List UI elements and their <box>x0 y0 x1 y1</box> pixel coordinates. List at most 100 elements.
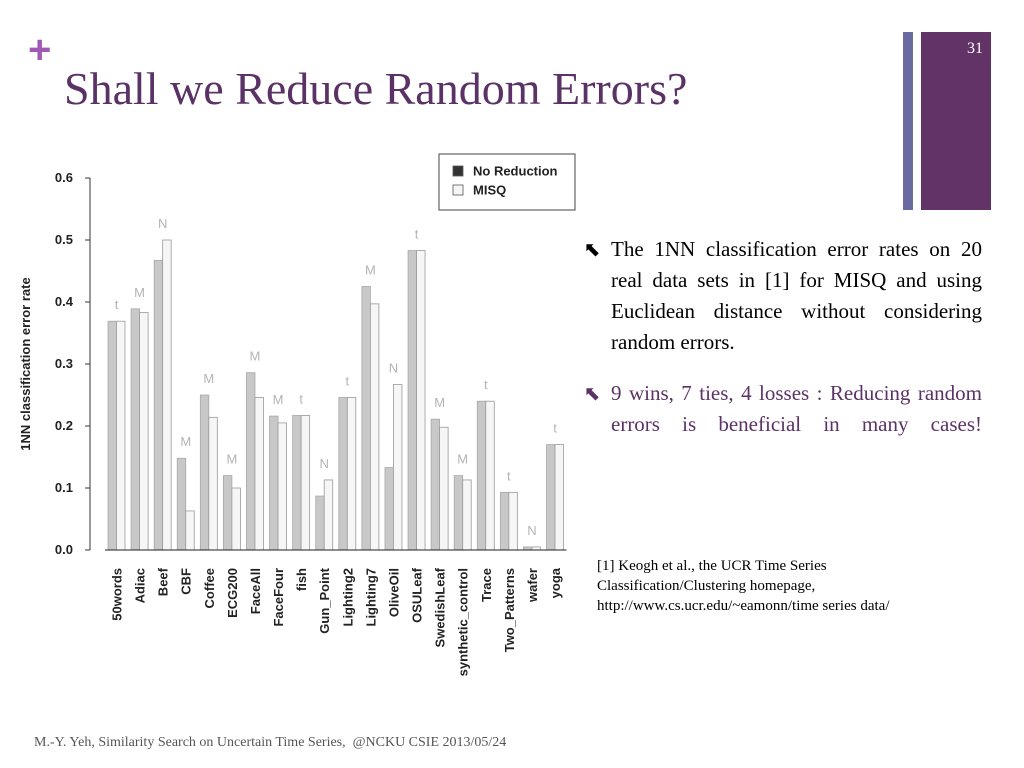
bar-misq <box>254 397 264 551</box>
x-tick-label: ECG200 <box>225 568 240 618</box>
decorative-stripe-thin <box>903 32 913 210</box>
x-tick-label: 50words <box>110 568 125 621</box>
bar-annotation: N <box>158 216 167 231</box>
bar-misq <box>185 510 195 551</box>
bar-misq <box>462 479 472 551</box>
bar-misq <box>162 239 172 551</box>
bar-no-reduction <box>361 286 371 551</box>
y-tick-label: 0.2 <box>55 418 73 433</box>
y-tick-label: 0.1 <box>55 480 73 495</box>
bar-no-reduction <box>453 475 464 551</box>
x-tick-label: yoga <box>548 567 563 598</box>
footer-text: M.-Y. Yeh, Similarity Search on Uncertai… <box>34 735 507 750</box>
bar-no-reduction <box>130 308 140 551</box>
bullet-list: ⬉ The 1NN classification error rates on … <box>580 234 982 460</box>
bar-no-reduction <box>499 491 510 551</box>
bar-annotation: t <box>299 391 303 406</box>
bar-no-reduction <box>430 418 441 551</box>
x-tick-label: OSULeaf <box>410 567 425 623</box>
x-tick-label: Trace <box>479 568 494 602</box>
x-tick-label: FaceFour <box>271 568 286 627</box>
page-number: 31 <box>967 40 983 57</box>
x-tick-label: synthetic_control <box>456 568 471 676</box>
diagonal-arrow-icon: ⬉ <box>583 381 601 405</box>
bar-misq <box>277 422 287 551</box>
bar-misq <box>554 444 564 551</box>
bar-no-reduction <box>476 400 487 551</box>
bar-misq <box>231 487 241 551</box>
bar-no-reduction <box>546 444 556 551</box>
y-tick-label: 0.0 <box>55 542 73 557</box>
y-tick-label: 0.4 <box>55 294 74 309</box>
bar-annotation: N <box>320 456 329 471</box>
bar-no-reduction <box>246 372 256 551</box>
x-tick-label: Coffee <box>202 568 217 608</box>
bar-annotation: N <box>527 523 536 538</box>
bar-misq <box>208 416 218 551</box>
x-tick-label: CBF <box>179 568 194 595</box>
bullet-item-2: ⬉ 9 wins, 7 ties, 4 losses : Reducing ra… <box>580 378 982 440</box>
bullet-item-1: ⬉ The 1NN classification error rates on … <box>580 234 982 358</box>
bar-annotation: M <box>250 349 261 364</box>
bar-no-reduction <box>338 397 348 551</box>
bar-annotation: M <box>134 285 145 300</box>
bar-no-reduction <box>269 415 279 551</box>
bar-annotation: M <box>180 434 191 449</box>
x-tick-label: FaceAll <box>248 568 263 614</box>
bar-misq <box>323 479 334 551</box>
bar-misq <box>485 400 495 551</box>
bar-no-reduction <box>153 260 164 551</box>
plus-icon: + <box>28 28 52 72</box>
bar-misq <box>369 303 380 551</box>
reference-link: http://www.cs.ucr.edu/~eamonn/time serie… <box>597 598 890 614</box>
bar-annotation: t <box>507 468 511 483</box>
bar-chart: 0.0 0.1 0.2 0.3 0.4 0.5 0.6 1NN classification … <box>18 153 576 676</box>
bar-misq <box>416 250 426 551</box>
bar-annotation: N <box>389 360 398 375</box>
x-tick-label: Beef <box>156 567 171 596</box>
x-tick-label: SwedishLeaf <box>433 567 448 647</box>
bar-annotation: M <box>226 452 237 467</box>
reference-note: [1] Keogh et al., the UCR Time Series Cl… <box>597 556 1017 616</box>
x-tick-label: fish <box>294 568 309 591</box>
x-tick-label: Lighting2 <box>340 568 355 627</box>
bar-no-reduction <box>292 415 302 551</box>
y-tick-label: 0.3 <box>55 356 73 371</box>
diagonal-arrow-icon: ⬉ <box>583 237 601 261</box>
bar-annotation: t <box>415 227 419 242</box>
bar-no-reduction <box>176 457 187 551</box>
x-tick-label: Adiac <box>133 568 148 603</box>
legend-box <box>438 153 576 211</box>
bar-misq <box>116 320 126 551</box>
bar-no-reduction <box>315 495 325 551</box>
slide-title: Shall we Reduce Random Errors? <box>64 63 688 114</box>
y-tick-label: 0.6 <box>55 170 73 185</box>
bar-annotation: M <box>273 392 284 407</box>
bar-misq <box>300 415 311 551</box>
bar-misq <box>508 491 518 551</box>
bar-no-reduction <box>199 394 210 551</box>
bar-annotation: t <box>115 297 119 312</box>
bar-no-reduction <box>107 320 117 551</box>
bar-annotation: M <box>434 395 445 410</box>
bar-annotation: M <box>457 452 468 467</box>
y-tick-label: 0.5 <box>55 232 73 247</box>
bar-misq <box>439 426 449 551</box>
bar-misq <box>139 312 149 551</box>
reference-line-1: [1] Keogh et al., the UCR Time Series <box>597 558 827 574</box>
bar-misq <box>346 397 357 551</box>
bar-no-reduction <box>407 250 417 551</box>
x-tick-label: Gun_Point <box>317 567 332 633</box>
reference-line-2: Classification/Clustering homepage, <box>597 578 816 594</box>
x-tick-label: Two_Patterns <box>502 568 517 652</box>
x-tick-label: Lighting7 <box>363 568 378 627</box>
bar-annotation: M <box>203 371 214 386</box>
legend-swatch <box>452 165 464 177</box>
x-tick-label: wafer <box>525 568 540 603</box>
bar-annotation: t <box>484 377 488 392</box>
legend-swatch <box>452 184 464 196</box>
x-tick-label: OliveOil <box>386 568 401 617</box>
decorative-stripe-wide <box>921 32 991 210</box>
legend-label: No Reduction <box>473 164 558 179</box>
bar-annotation: t <box>553 421 557 436</box>
